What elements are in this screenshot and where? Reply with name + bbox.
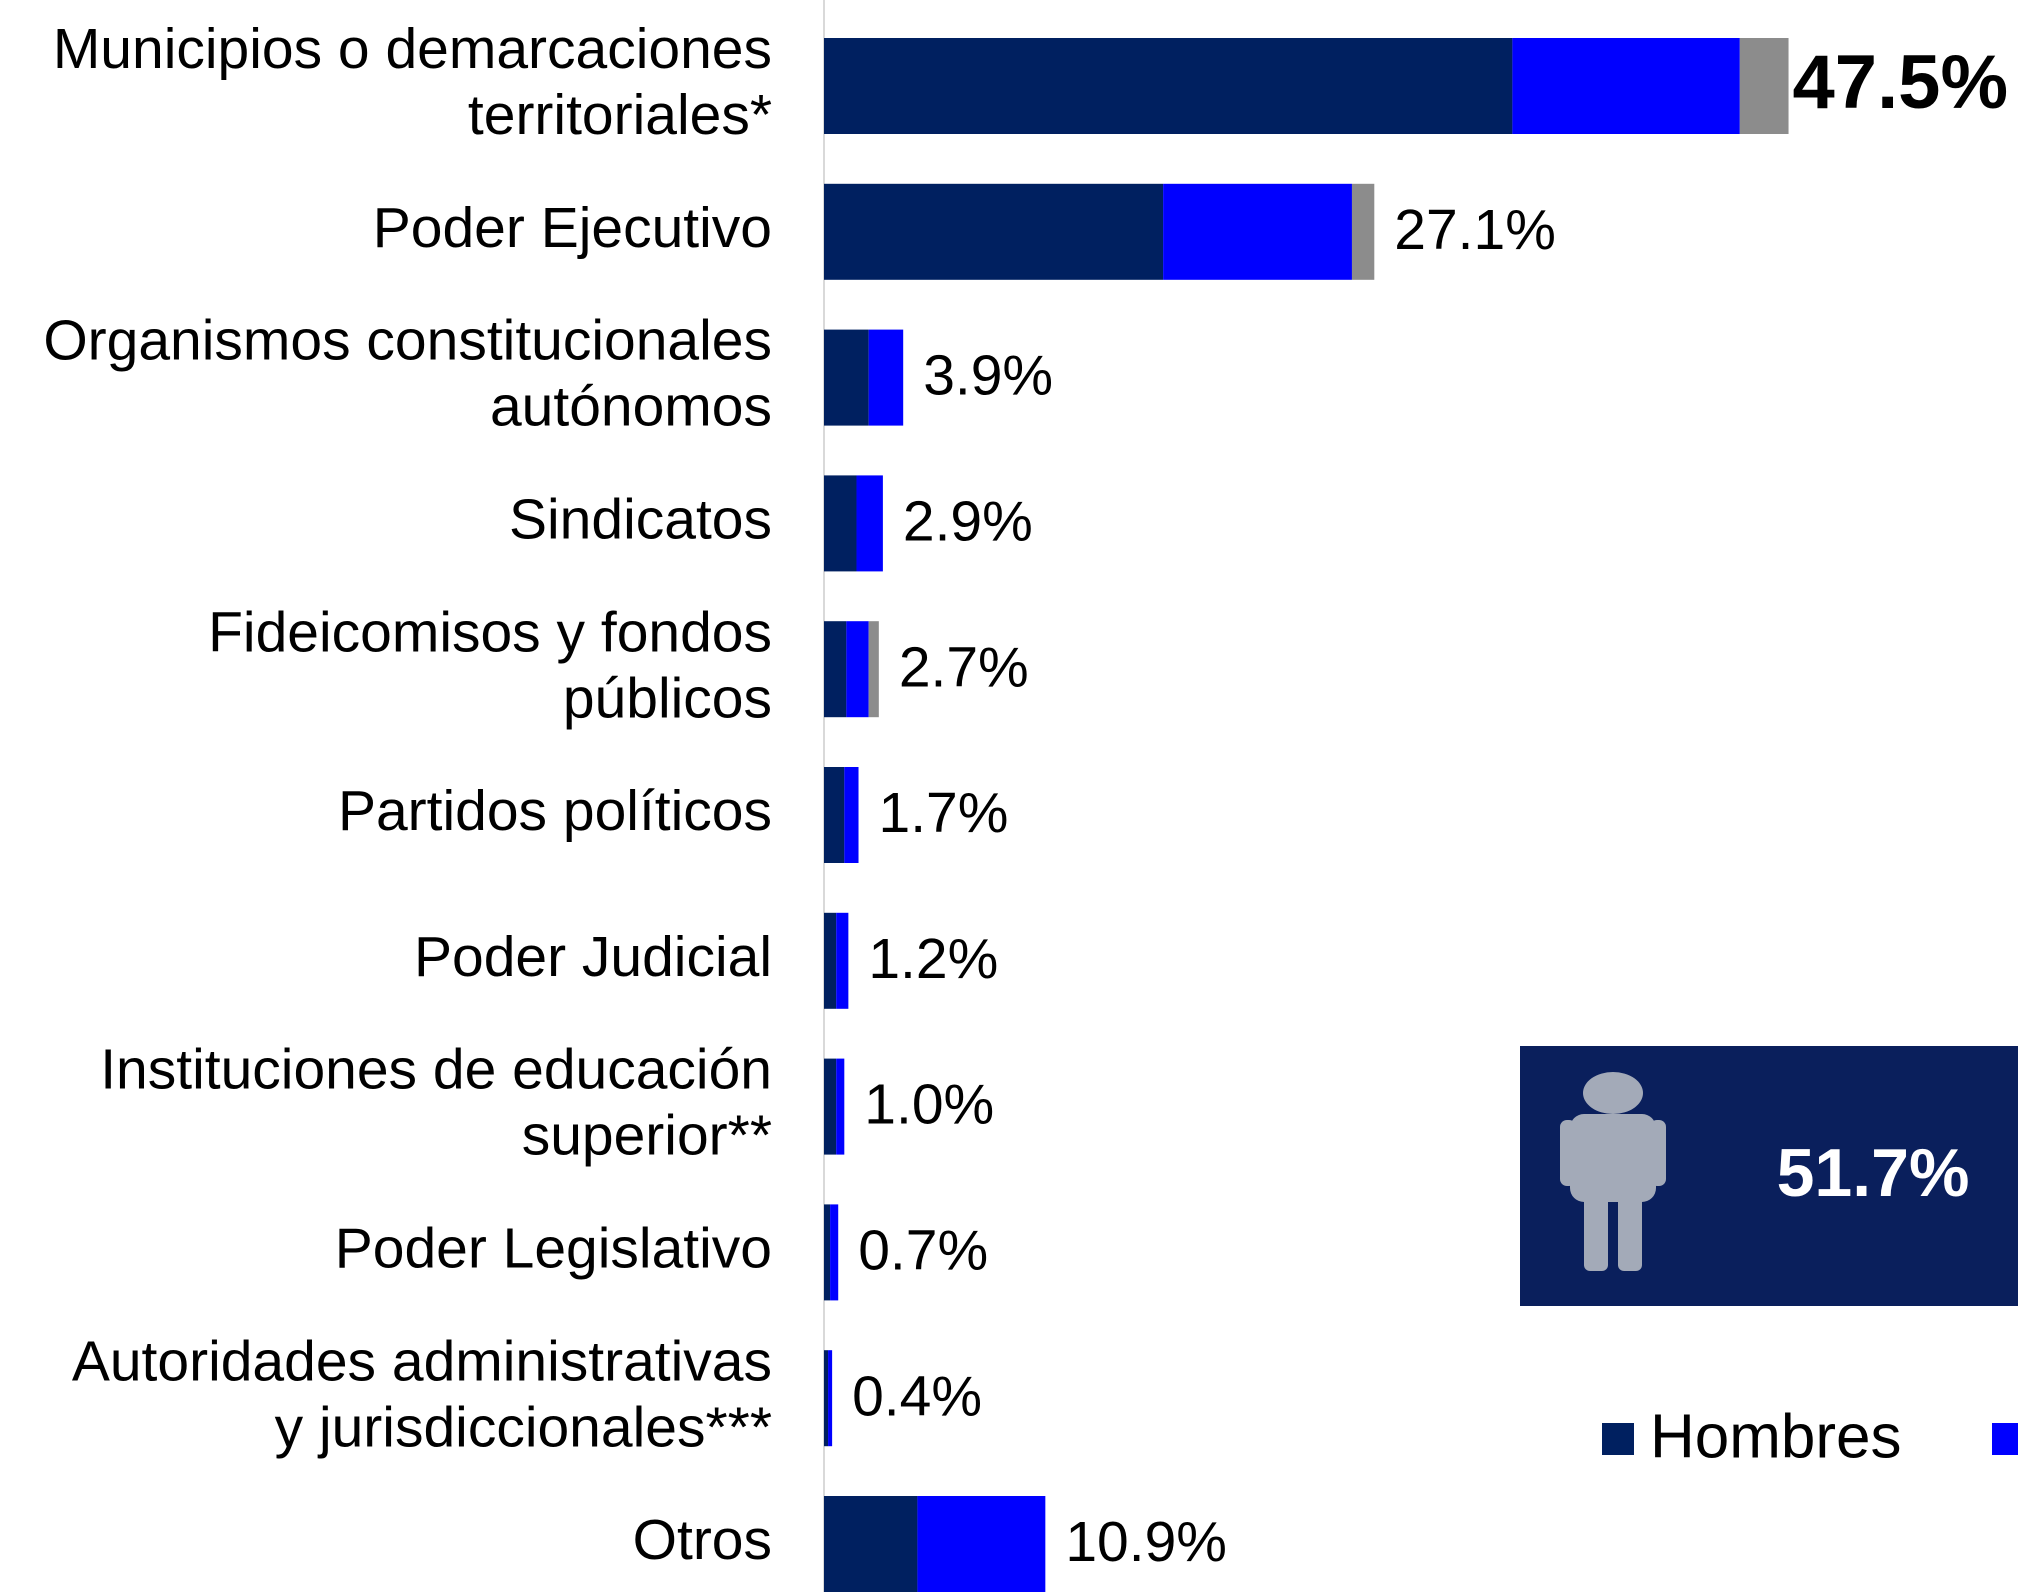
y-tick-label: públicos xyxy=(563,666,772,730)
y-tick-label: Autoridades administrativas xyxy=(72,1329,772,1393)
y-tick-label: superior** xyxy=(522,1104,772,1168)
y-tick-label: Poder Judicial xyxy=(414,925,772,989)
y-tick-label: Sindicatos xyxy=(509,487,772,551)
legend-label: Hombres xyxy=(1650,1402,1902,1471)
y-tick-label: Poder Ejecutivo xyxy=(373,196,772,260)
total-label: 0.7% xyxy=(858,1218,988,1282)
bar-segment xyxy=(824,475,857,572)
bar-segment xyxy=(917,1496,1046,1592)
y-tick-label: territoriales* xyxy=(468,83,772,147)
bar-segment xyxy=(868,621,879,718)
bar-segment xyxy=(830,1204,839,1301)
bar-segment xyxy=(846,621,869,718)
y-tick-label: Organismos constitucionales xyxy=(43,309,772,373)
total-label: 1.0% xyxy=(864,1073,994,1137)
y-tick-label: Municipios o demarcaciones xyxy=(53,17,772,81)
summary-value: 51.7% xyxy=(1777,1135,1970,1211)
bar-segment xyxy=(828,1350,833,1447)
bar-segment xyxy=(1163,183,1352,280)
total-label: 2.9% xyxy=(903,489,1033,553)
bar-segment xyxy=(1512,38,1740,134)
legend-swatch xyxy=(1992,1423,2018,1455)
bar-segment xyxy=(824,767,845,863)
bar-segment xyxy=(1739,38,1789,134)
person-icon xyxy=(1560,1072,1666,1271)
bar-segment xyxy=(856,475,883,572)
y-tick-label: Fideicomisos y fondos xyxy=(208,600,772,664)
total-label: 47.5% xyxy=(1793,40,2009,125)
total-label: 27.1% xyxy=(1394,198,1556,262)
bar-segment xyxy=(824,183,1164,280)
bar-segment xyxy=(824,329,869,426)
bar-segment xyxy=(1351,183,1375,280)
bar-segment xyxy=(836,1058,845,1155)
y-tick-label: autónomos xyxy=(490,375,772,439)
bar-segment xyxy=(868,329,904,426)
bar-segment xyxy=(844,767,859,863)
bar-segment xyxy=(824,1058,837,1155)
bar-segment xyxy=(824,1204,831,1301)
total-label: 1.2% xyxy=(868,927,998,991)
y-tick-label: Partidos políticos xyxy=(338,779,772,843)
bar-segment xyxy=(824,621,847,718)
y-tick-label: Otros xyxy=(633,1508,772,1572)
total-label: 3.9% xyxy=(923,344,1053,408)
y-tick-label: y jurisdiccionales*** xyxy=(275,1395,772,1459)
y-tick-label: Poder Legislativo xyxy=(335,1216,772,1280)
legend-swatch xyxy=(1602,1423,1634,1455)
bar-segment xyxy=(836,912,849,1009)
bar-segment xyxy=(824,38,1513,134)
bar-segment xyxy=(824,1350,829,1447)
total-label: 10.9% xyxy=(1065,1510,1227,1574)
total-label: 2.7% xyxy=(899,635,1029,699)
y-tick-label: Instituciones de educación xyxy=(100,1038,772,1102)
bar-segment xyxy=(824,912,837,1009)
bar-segment xyxy=(824,1496,918,1592)
total-label: 0.4% xyxy=(852,1364,982,1428)
total-label: 1.7% xyxy=(879,781,1009,845)
